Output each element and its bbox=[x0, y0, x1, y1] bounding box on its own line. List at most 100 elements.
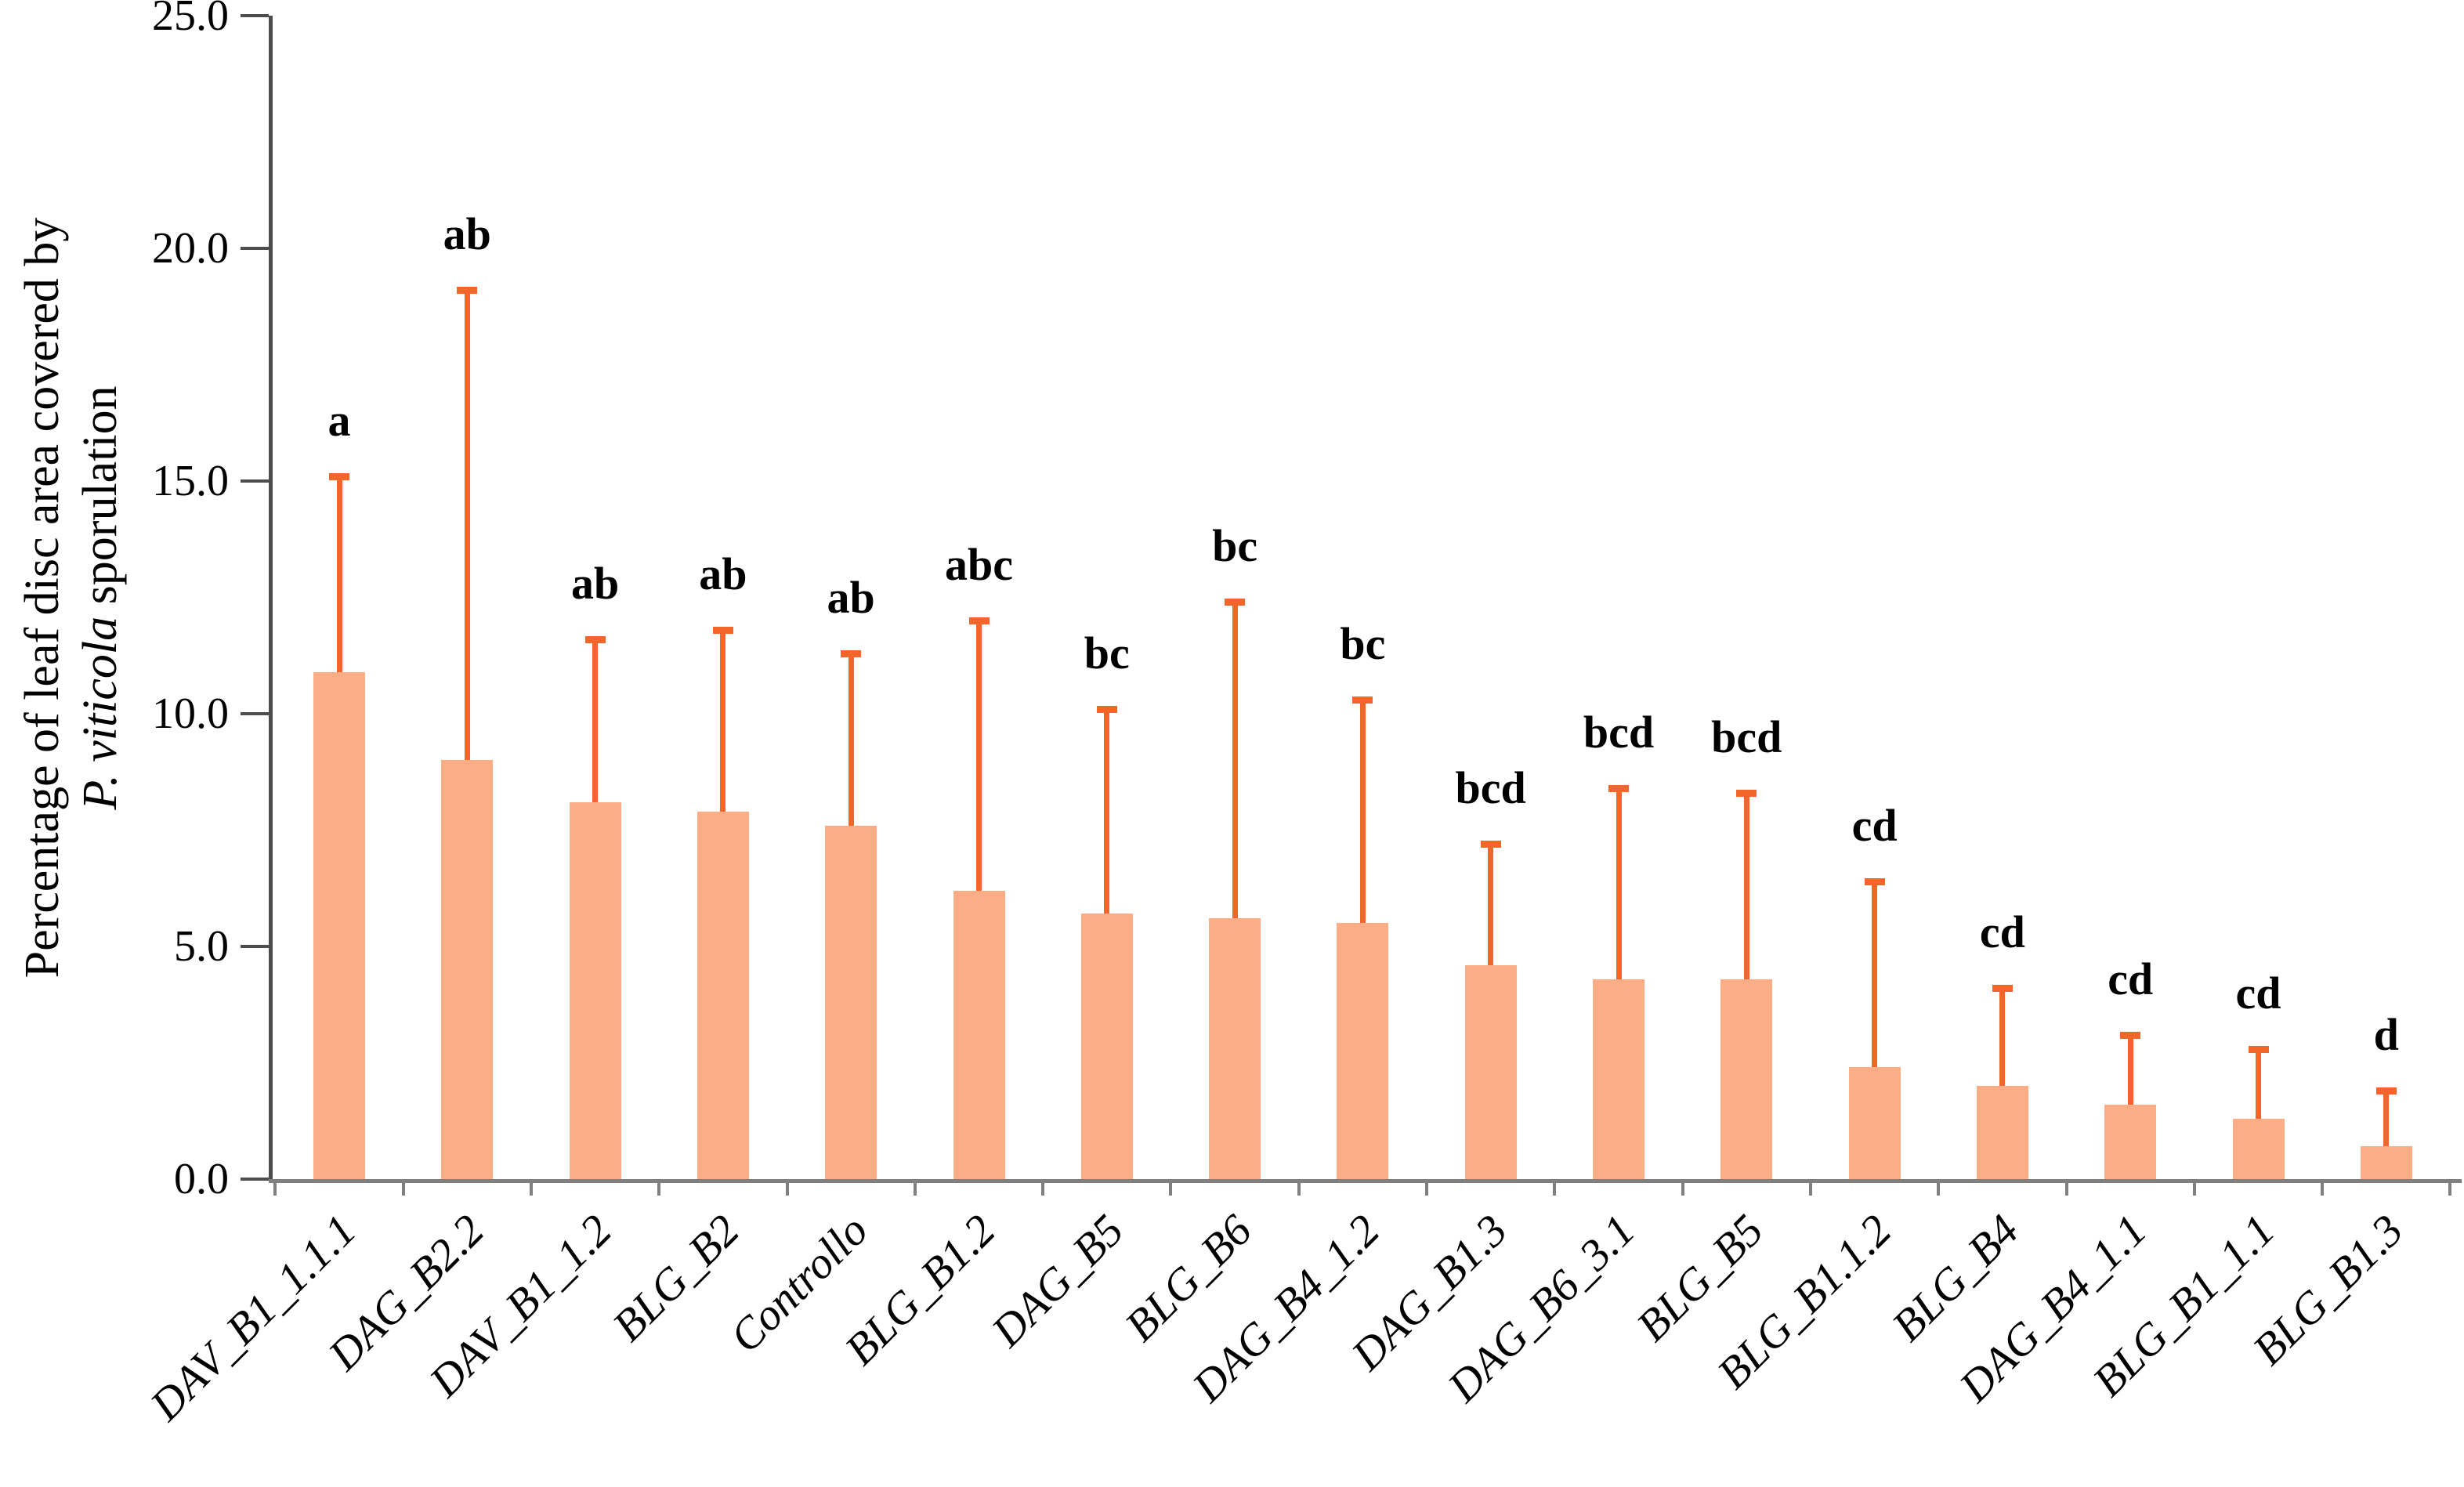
error-bar-line bbox=[2383, 1091, 2390, 1147]
error-bar-line bbox=[592, 639, 599, 802]
y-axis-tick-label: 0.0 bbox=[174, 1155, 229, 1203]
x-axis-tick bbox=[401, 1183, 405, 1196]
significance-letter: bcd bbox=[1583, 707, 1655, 758]
error-bar-line bbox=[464, 290, 470, 761]
significance-letter: cd bbox=[1979, 906, 2025, 958]
error-bar-line bbox=[848, 653, 854, 826]
error-bar-cap bbox=[457, 287, 478, 295]
error-bar-cap bbox=[968, 617, 990, 625]
y-axis-tick bbox=[241, 479, 269, 483]
x-axis-tick bbox=[1937, 1183, 1941, 1196]
bar bbox=[313, 671, 365, 1179]
x-axis-tick bbox=[529, 1183, 533, 1196]
y-axis-title-line1: Percentage of leaf disc area covered by bbox=[16, 217, 69, 979]
significance-letter: cd bbox=[1851, 799, 1898, 851]
bar bbox=[1209, 918, 1261, 1179]
significance-letter: bcd bbox=[1711, 711, 1782, 762]
error-bar-line bbox=[1743, 792, 1749, 979]
error-bar-cap bbox=[712, 627, 733, 635]
y-axis-tick-label: 10.0 bbox=[152, 689, 229, 738]
bar bbox=[1080, 914, 1133, 1179]
bar bbox=[953, 890, 1005, 1179]
x-axis-tick bbox=[2064, 1183, 2068, 1196]
y-axis-tick bbox=[241, 945, 269, 948]
error-bar-line bbox=[976, 620, 982, 891]
y-axis-tick bbox=[241, 247, 269, 250]
error-bar-line bbox=[1359, 700, 1366, 924]
bar bbox=[2360, 1146, 2412, 1179]
error-bar-cap bbox=[1096, 706, 1117, 714]
x-axis-category-label-text: DAG_B5 bbox=[982, 1205, 1134, 1357]
bar bbox=[441, 760, 494, 1179]
significance-letter: bcd bbox=[1455, 762, 1526, 814]
bar bbox=[1720, 979, 1773, 1179]
significance-letter: cd bbox=[2235, 967, 2281, 1018]
error-bar-cap bbox=[1352, 696, 1373, 704]
error-bar-line bbox=[1872, 881, 1878, 1068]
x-axis-tick bbox=[913, 1183, 917, 1196]
error-bar-line bbox=[336, 476, 342, 672]
significance-letter: ab bbox=[443, 208, 491, 260]
x-axis-tick bbox=[1553, 1183, 1557, 1196]
x-axis-tick bbox=[1808, 1183, 1812, 1196]
y-axis-tick bbox=[241, 1178, 269, 1181]
bar bbox=[1337, 923, 1389, 1179]
error-bar-cap bbox=[1864, 877, 1885, 885]
error-bar-line bbox=[1616, 788, 1622, 979]
y-axis-tick bbox=[241, 14, 269, 17]
significance-letter: bc bbox=[1340, 618, 1386, 670]
x-axis-tick bbox=[2192, 1183, 2196, 1196]
y-axis-tick-label: 15.0 bbox=[152, 457, 229, 505]
bar bbox=[1976, 1086, 2028, 1179]
significance-letter: abc bbox=[945, 539, 1013, 591]
y-axis-tick bbox=[241, 712, 269, 715]
bar bbox=[1848, 1067, 1901, 1179]
error-bar-cap bbox=[841, 649, 862, 657]
error-bar-cap bbox=[329, 473, 349, 481]
bar bbox=[2104, 1104, 2157, 1179]
bar bbox=[697, 811, 749, 1179]
x-axis-category-label-text: DAV_B1_1.1.1 bbox=[140, 1205, 366, 1431]
x-axis-tick bbox=[273, 1183, 277, 1196]
x-axis-tick bbox=[1425, 1183, 1429, 1196]
error-bar-cap bbox=[2248, 1045, 2269, 1053]
error-bar-cap bbox=[2375, 1087, 2397, 1095]
x-axis-tick bbox=[1041, 1183, 1045, 1196]
error-bar-line bbox=[720, 630, 726, 812]
x-axis-tick bbox=[785, 1183, 789, 1196]
significance-letter: a bbox=[327, 395, 351, 447]
error-bar-line bbox=[2127, 1034, 2133, 1105]
x-axis-line bbox=[269, 1179, 2462, 1183]
x-axis-tick bbox=[1297, 1183, 1301, 1196]
bar bbox=[2232, 1118, 2285, 1179]
bar bbox=[825, 825, 877, 1179]
bar bbox=[569, 801, 621, 1179]
bar bbox=[1593, 979, 1644, 1179]
significance-letter: ab bbox=[699, 548, 747, 600]
bar bbox=[1464, 964, 1517, 1179]
significance-letter: ab bbox=[827, 571, 875, 623]
significance-letter: cd bbox=[2108, 953, 2154, 1004]
error-bar-cap bbox=[1480, 841, 1501, 848]
x-axis-tick bbox=[1681, 1183, 1684, 1196]
significance-letter: bc bbox=[1084, 628, 1130, 679]
error-bar-cap bbox=[1992, 985, 2013, 993]
y-axis-tick-label: 25.0 bbox=[152, 0, 229, 40]
error-bar-line bbox=[1488, 844, 1494, 965]
y-axis-tick-label: 20.0 bbox=[152, 224, 229, 273]
x-axis-tick bbox=[2321, 1183, 2325, 1196]
error-bar-cap bbox=[2120, 1031, 2141, 1039]
error-bar-cap bbox=[584, 635, 606, 643]
error-bar-cap bbox=[1608, 785, 1629, 793]
significance-letter: bc bbox=[1212, 520, 1258, 572]
y-axis-title: Percentage of leaf disc area covered by … bbox=[13, 18, 131, 1178]
y-axis-tick-label: 5.0 bbox=[174, 922, 229, 971]
significance-letter: d bbox=[2373, 1009, 2399, 1061]
error-bar-line bbox=[1104, 709, 1110, 914]
x-axis-tick bbox=[657, 1183, 661, 1196]
error-bar-cap bbox=[1736, 789, 1757, 797]
error-bar-line bbox=[2256, 1048, 2261, 1119]
x-axis-tick bbox=[2448, 1183, 2452, 1196]
error-bar-cap bbox=[1225, 599, 1246, 606]
error-bar-line bbox=[1999, 988, 2006, 1087]
